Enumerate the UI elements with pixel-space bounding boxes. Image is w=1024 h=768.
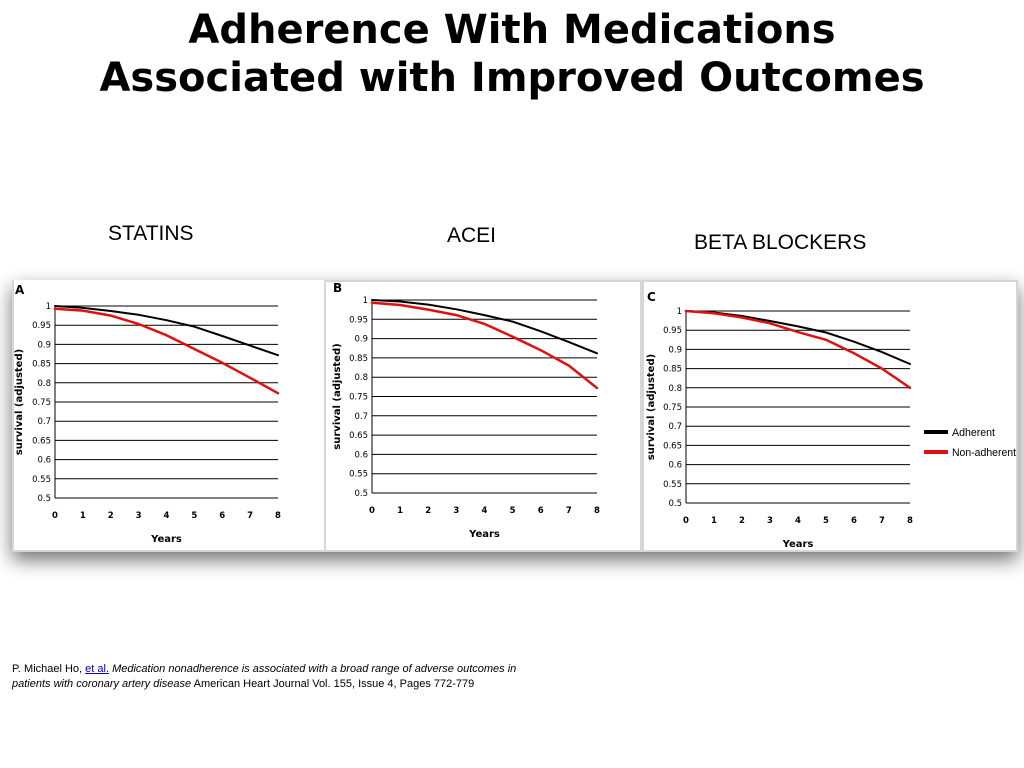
- y-tick-label: 0.9: [354, 335, 368, 345]
- y-tick-label: 0.6: [354, 450, 368, 460]
- legend-label-adherent: Adherent: [952, 427, 995, 439]
- y-tick-label: 0.65: [349, 431, 368, 441]
- citation-title-part-2: patients with coronary artery disease: [12, 678, 192, 690]
- x-tick-label: 2: [425, 506, 431, 516]
- non-adherent-series-line: [684, 309, 912, 390]
- x-tick-label: 8: [594, 506, 600, 516]
- y-tick-label: 1: [677, 307, 682, 317]
- y-tick-label: 0.85: [32, 360, 51, 370]
- acei-label: ACEI: [447, 224, 497, 247]
- non-adherent-series-line: [370, 301, 599, 390]
- x-tick-label: 0: [369, 506, 375, 516]
- y-axis-label: survival (adjusted): [332, 343, 343, 449]
- x-tick-label: 6: [538, 506, 544, 516]
- x-tick-label: 1: [80, 511, 86, 521]
- citation-author: P. Michael Ho,: [12, 663, 86, 675]
- y-axis-label: survival (adjusted): [14, 349, 25, 455]
- y-tick-label: 0.5: [668, 499, 682, 509]
- x-axis-label: Years: [150, 534, 182, 545]
- x-tick-label: 7: [566, 506, 572, 516]
- x-tick-label: 4: [482, 506, 488, 516]
- adherent-series-line: [54, 305, 279, 357]
- y-tick-label: 0.9: [37, 340, 51, 350]
- x-tick-label: 5: [510, 506, 516, 516]
- adherent-series-line: [371, 299, 598, 355]
- x-tick-label: 5: [823, 516, 829, 526]
- x-tick-label: 2: [739, 516, 745, 526]
- panel-letter-b: B: [333, 281, 342, 295]
- panel-letter-c: C: [647, 290, 656, 304]
- x-tick-label: 2: [108, 511, 114, 521]
- x-tick-label: 8: [275, 511, 281, 521]
- y-tick-label: 0.8: [354, 373, 368, 383]
- y-tick-label: 0.95: [663, 326, 682, 336]
- y-tick-label: 0.6: [37, 456, 51, 466]
- y-tick-label: 1: [46, 302, 51, 312]
- beta-blockers-label: BETA BLOCKERS: [694, 231, 867, 254]
- citation-et-al-link[interactable]: et al.: [85, 663, 110, 675]
- y-axis-label: survival (adjusted): [646, 354, 657, 460]
- y-tick-label: 0.75: [349, 393, 368, 403]
- y-tick-label: 0.95: [32, 321, 51, 331]
- x-tick-label: 7: [879, 516, 885, 526]
- x-tick-label: 7: [247, 511, 253, 521]
- y-tick-label: 0.55: [663, 480, 682, 490]
- y-tick-label: 0.55: [349, 470, 368, 480]
- x-axis-label: Years: [468, 529, 500, 540]
- x-tick-label: 0: [52, 511, 58, 521]
- x-tick-label: 5: [191, 511, 197, 521]
- x-axis-label: Years: [782, 539, 814, 550]
- y-tick-label: 0.95: [349, 315, 368, 325]
- slide-title-line-1: Adherence With Medications: [188, 7, 836, 53]
- x-tick-label: 6: [219, 511, 225, 521]
- y-tick-label: 0.8: [37, 379, 51, 389]
- y-tick-label: 1: [363, 296, 368, 306]
- x-tick-label: 0: [683, 516, 689, 526]
- x-tick-label: 4: [164, 511, 170, 521]
- citation-title-part-1: Medication nonadherence is associated wi…: [112, 663, 517, 675]
- y-tick-label: 0.7: [37, 417, 51, 427]
- y-tick-label: 0.65: [32, 436, 51, 446]
- citation-journal: American Heart Journal Vol. 155, Issue 4…: [191, 678, 475, 690]
- y-tick-label: 0.7: [354, 412, 368, 422]
- y-tick-label: 0.5: [37, 494, 51, 504]
- y-tick-label: 0.85: [663, 365, 682, 375]
- x-tick-label: 1: [711, 516, 717, 526]
- citation: P. Michael Ho, et al. Medication nonadhe…: [12, 662, 632, 692]
- chart-panel-c: [644, 282, 1016, 550]
- slide-title: Adherence With Medications Associated wi…: [0, 6, 1024, 102]
- y-tick-label: 0.5: [354, 489, 368, 499]
- non-adherent-series-line: [53, 307, 280, 395]
- x-tick-label: 4: [795, 516, 801, 526]
- x-tick-label: 3: [767, 516, 773, 526]
- x-tick-label: 1: [397, 506, 403, 516]
- y-tick-label: 0.7: [668, 422, 682, 432]
- y-tick-label: 0.55: [32, 475, 51, 485]
- x-tick-label: 3: [453, 506, 459, 516]
- x-tick-label: 3: [136, 511, 142, 521]
- x-tick-label: 6: [851, 516, 857, 526]
- y-tick-label: 0.75: [663, 403, 682, 413]
- statins-label: STATINS: [108, 222, 194, 245]
- y-tick-label: 0.75: [32, 398, 51, 408]
- panel-letter-a: A: [15, 283, 25, 297]
- y-tick-label: 0.8: [668, 384, 682, 394]
- legend-label-non-adherent: Non-adherent: [952, 447, 1016, 459]
- x-tick-label: 8: [907, 516, 913, 526]
- y-tick-label: 0.85: [349, 354, 368, 364]
- y-tick-label: 0.6: [668, 461, 682, 471]
- y-tick-label: 0.9: [668, 345, 682, 355]
- slide-title-line-2: Associated with Improved Outcomes: [99, 55, 925, 101]
- adherent-series-line: [685, 310, 911, 365]
- y-tick-label: 0.65: [663, 441, 682, 451]
